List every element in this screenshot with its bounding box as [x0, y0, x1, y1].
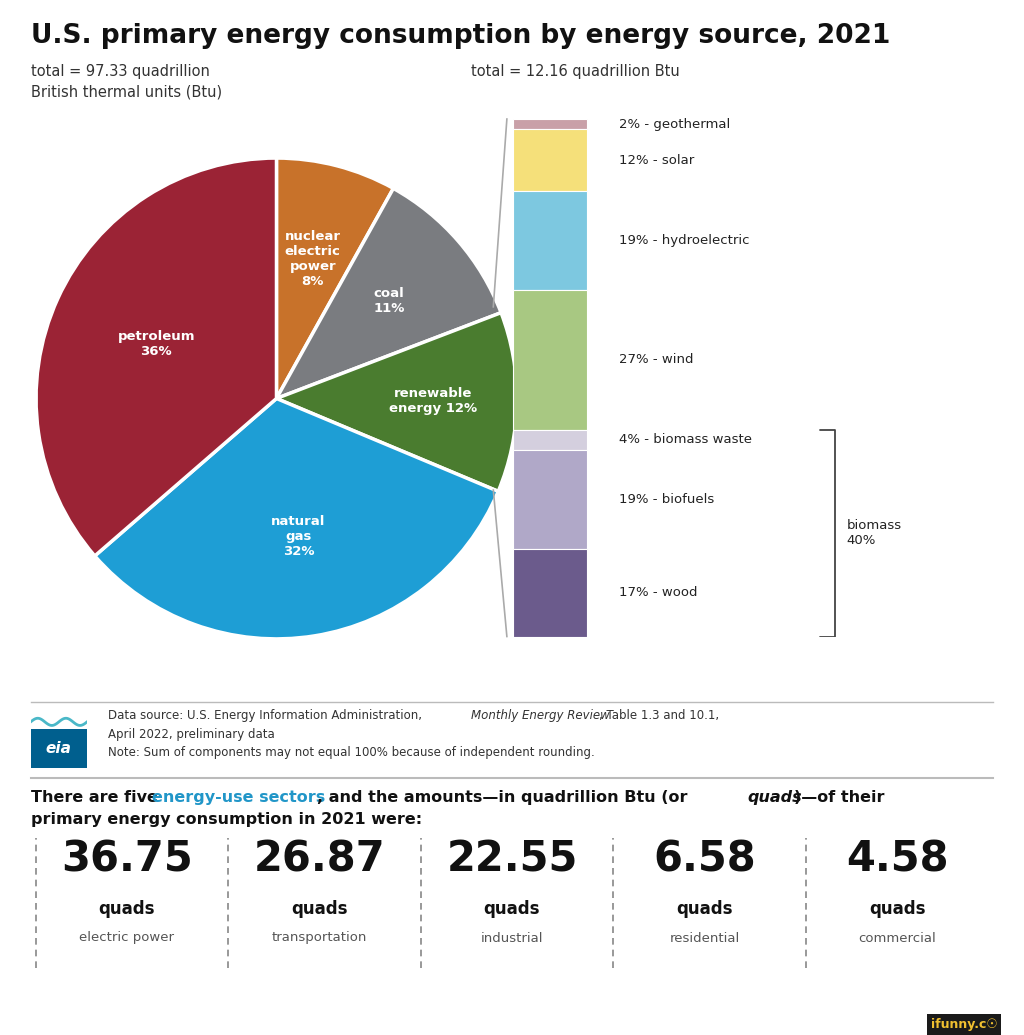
- Wedge shape: [276, 158, 393, 398]
- Text: quads: quads: [676, 900, 733, 918]
- Text: electric power: electric power: [80, 932, 174, 945]
- Text: quads: quads: [748, 790, 802, 804]
- Text: , and the amounts—in quadrillion Btu (or: , and the amounts—in quadrillion Btu (or: [317, 790, 693, 804]
- Text: British thermal units (Btu): British thermal units (Btu): [31, 85, 222, 99]
- Text: petroleum
36%: petroleum 36%: [118, 329, 195, 357]
- Bar: [513, 549, 588, 637]
- Text: total = 97.33 quadrillion: total = 97.33 quadrillion: [31, 64, 210, 79]
- Bar: [513, 119, 588, 129]
- Text: )—of their: )—of their: [794, 790, 884, 804]
- Text: Monthly Energy Review: Monthly Energy Review: [471, 709, 609, 722]
- Wedge shape: [276, 188, 501, 398]
- Wedge shape: [276, 313, 517, 492]
- FancyBboxPatch shape: [31, 729, 87, 768]
- Text: transportation: transportation: [271, 932, 368, 945]
- Text: Note: Sum of components may not equal 100% because of independent rounding.: Note: Sum of components may not equal 10…: [108, 746, 594, 760]
- Text: nuclear
electric
power
8%: nuclear electric power 8%: [285, 230, 341, 288]
- Text: 2% - geothermal: 2% - geothermal: [620, 118, 730, 130]
- Text: quads: quads: [291, 900, 348, 918]
- Text: commercial: commercial: [858, 932, 936, 945]
- Text: April 2022, preliminary data: April 2022, preliminary data: [108, 728, 274, 741]
- Text: 22.55: 22.55: [446, 838, 578, 881]
- Text: total = 12.16 quadrillion Btu: total = 12.16 quadrillion Btu: [471, 64, 680, 79]
- Wedge shape: [95, 398, 499, 639]
- Text: quads: quads: [483, 900, 541, 918]
- Text: industrial: industrial: [480, 932, 544, 945]
- Wedge shape: [36, 158, 276, 556]
- Text: 36.75: 36.75: [61, 838, 193, 881]
- Text: 17% - wood: 17% - wood: [620, 586, 697, 599]
- Text: quads: quads: [868, 900, 926, 918]
- Bar: [513, 290, 588, 430]
- Text: quads: quads: [98, 900, 156, 918]
- Bar: [513, 191, 588, 290]
- Text: , Table 1.3 and 10.1,: , Table 1.3 and 10.1,: [599, 709, 719, 722]
- Text: 6.58: 6.58: [653, 838, 756, 881]
- Bar: [513, 129, 588, 191]
- Text: eia: eia: [46, 741, 72, 757]
- Text: 19% - biofuels: 19% - biofuels: [620, 493, 715, 506]
- Text: coal
11%: coal 11%: [374, 287, 404, 315]
- Text: ifunny.c☉: ifunny.c☉: [931, 1017, 997, 1031]
- Bar: [513, 430, 588, 450]
- Text: U.S. primary energy consumption by energy source, 2021: U.S. primary energy consumption by energ…: [31, 23, 890, 49]
- Text: 4% - biomass waste: 4% - biomass waste: [620, 434, 753, 446]
- Text: biomass
40%: biomass 40%: [847, 519, 902, 548]
- Text: natural
gas
32%: natural gas 32%: [271, 514, 326, 558]
- Text: 19% - hydroelectric: 19% - hydroelectric: [620, 234, 750, 247]
- Text: Data source: U.S. Energy Information Administration,: Data source: U.S. Energy Information Adm…: [108, 709, 425, 722]
- Text: energy-use sectors: energy-use sectors: [152, 790, 325, 804]
- Text: 12% - solar: 12% - solar: [620, 154, 694, 167]
- Text: primary energy consumption in 2021 were:: primary energy consumption in 2021 were:: [31, 812, 422, 827]
- Text: residential: residential: [670, 932, 739, 945]
- Text: 4.58: 4.58: [846, 838, 948, 881]
- Text: 27% - wind: 27% - wind: [620, 353, 694, 366]
- Text: 26.87: 26.87: [254, 838, 385, 881]
- Text: There are five: There are five: [31, 790, 163, 804]
- Bar: [513, 450, 588, 549]
- Text: renewable
energy 12%: renewable energy 12%: [389, 387, 477, 415]
